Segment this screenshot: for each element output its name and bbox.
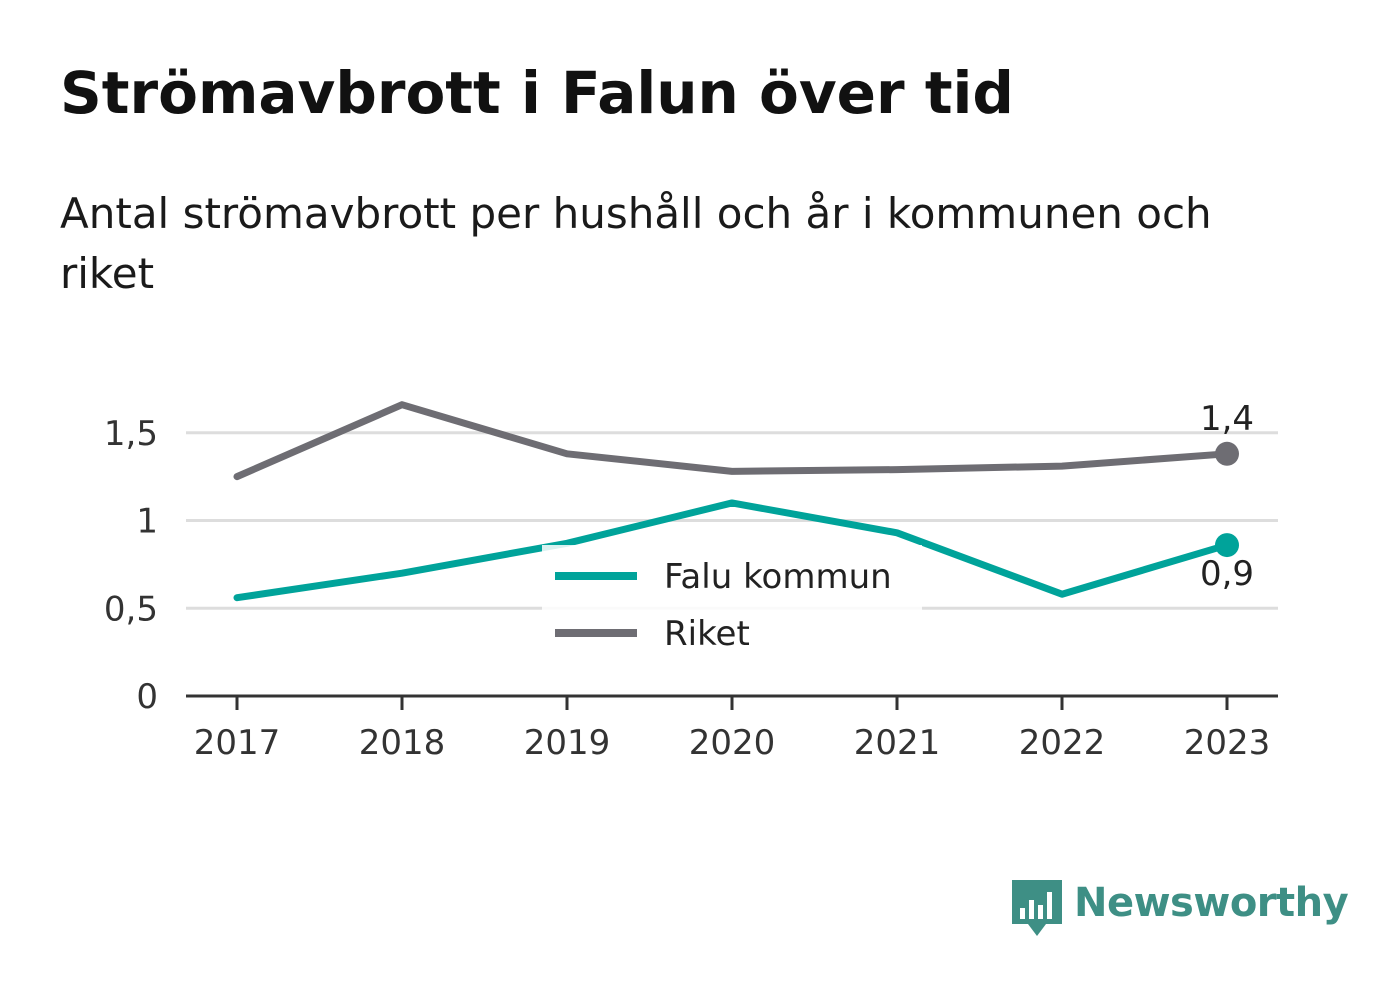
newsworthy-logo: Newsworthy bbox=[1010, 878, 1349, 942]
y-tick-label: 0,5 bbox=[104, 589, 158, 629]
y-tick-label: 0 bbox=[136, 677, 158, 717]
series-line-falu-kommun bbox=[233, 499, 1231, 602]
y-tick-label: 1 bbox=[136, 502, 158, 542]
x-tick-label: 2023 bbox=[1184, 723, 1271, 763]
end-label-riket: 1,4 bbox=[1200, 399, 1254, 439]
x-tick-label: 2018 bbox=[359, 723, 446, 763]
chart-title: Strömavbrott i Falun över tid bbox=[60, 59, 1014, 127]
y-tick-label: 1,5 bbox=[104, 414, 158, 454]
end-point-riket bbox=[1215, 441, 1239, 466]
end-point-falu-kommun bbox=[1215, 533, 1239, 558]
logo-text: Newsworthy bbox=[1074, 880, 1349, 926]
x-tick-label: 2022 bbox=[1019, 723, 1106, 763]
newsworthy-chart-icon bbox=[1012, 880, 1062, 936]
series-line-riket bbox=[233, 401, 1231, 481]
y-axis: 0 0,5 1 1,5 bbox=[104, 414, 158, 717]
x-tick-label: 2021 bbox=[854, 723, 941, 763]
legend-label: Riket bbox=[664, 614, 750, 654]
x-tick-label: 2017 bbox=[194, 723, 281, 763]
x-tick-label: 2019 bbox=[524, 723, 611, 763]
x-axis: 2017 2018 2019 2020 2021 2022 2023 bbox=[186, 694, 1278, 763]
chart-subtitle: Antal strömavbrott per hushåll och år i … bbox=[60, 189, 1212, 298]
legend-label: Falu kommun bbox=[664, 557, 892, 597]
series-layer bbox=[233, 401, 1239, 602]
legend: Falu kommun Riket bbox=[542, 545, 922, 654]
end-labels: 1,4 0,9 bbox=[1200, 399, 1254, 594]
x-tick-label: 2020 bbox=[689, 723, 776, 763]
end-label-falu-kommun: 0,9 bbox=[1200, 554, 1254, 594]
